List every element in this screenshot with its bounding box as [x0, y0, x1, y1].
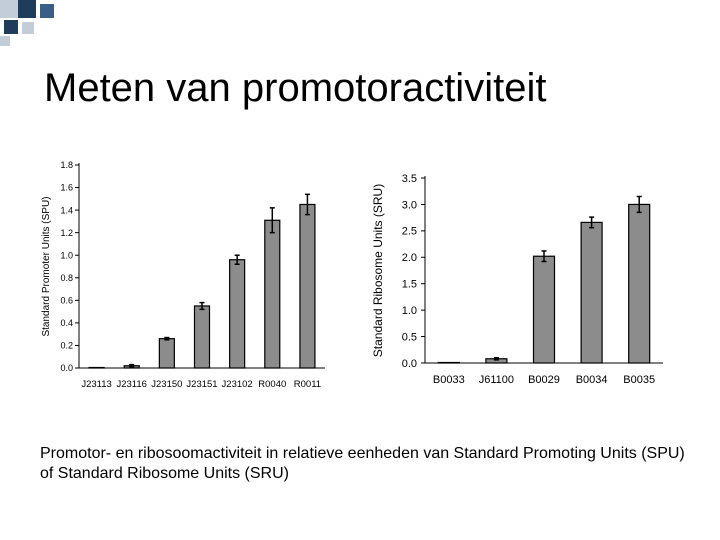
- bar: [229, 259, 246, 369]
- decoration-square: [4, 20, 18, 34]
- bar: [264, 219, 281, 369]
- slide-caption: Promotor- en ribosoomactiviteit in relat…: [40, 445, 685, 482]
- bar: [299, 203, 316, 369]
- y-tick-label: 1.0: [402, 305, 417, 317]
- y-tick-label: 0.4: [60, 318, 73, 328]
- x-tick-label: J23113: [81, 379, 111, 390]
- x-tick-label: J61100: [479, 374, 514, 386]
- y-tick-label: 0.8: [60, 273, 73, 283]
- decoration-square: [0, 0, 18, 18]
- bar: [628, 203, 651, 364]
- y-tick-label: 1.5: [402, 279, 417, 291]
- decoration-square: [18, 0, 36, 18]
- y-tick-label: 3.0: [402, 199, 417, 211]
- y-axis-label: Standard Promoter Units (SPU): [41, 196, 52, 336]
- x-tick-label: B0034: [576, 374, 608, 386]
- x-tick-label: J23102: [222, 379, 253, 390]
- x-tick-label: R0040: [258, 379, 286, 390]
- y-tick-label: 0.2: [60, 341, 73, 351]
- x-tick-label: J23116: [116, 379, 146, 390]
- y-tick-label: 1.2: [60, 228, 73, 238]
- y-tick-label: 2.5: [402, 226, 417, 238]
- y-tick-label: 2.0: [402, 252, 417, 264]
- y-tick-label: 0.0: [402, 358, 417, 370]
- y-tick-label: 1.0: [60, 250, 73, 260]
- x-tick-label: J23151: [186, 379, 217, 390]
- x-tick-label: J23150: [151, 379, 182, 390]
- bar: [193, 305, 211, 369]
- x-tick-label: B0035: [623, 374, 655, 386]
- slide-title: Meten van promotoractiviteit: [44, 66, 547, 110]
- y-tick-label: 0.0: [60, 363, 73, 373]
- y-axis-label: Standard Ribosome Units (SRU): [371, 184, 385, 357]
- x-tick-label: B0033: [433, 374, 465, 386]
- x-tick-label: R0011: [294, 379, 321, 390]
- y-tick-label: 3.5: [402, 173, 417, 185]
- bar: [88, 366, 105, 369]
- y-tick-label: 0.5: [402, 331, 417, 343]
- x-tick-label: B0029: [528, 374, 560, 386]
- decoration-square: [0, 36, 10, 46]
- bar: [580, 221, 603, 364]
- bar: [437, 361, 460, 364]
- y-tick-label: 0.6: [60, 295, 73, 305]
- y-tick-label: 1.6: [60, 183, 73, 193]
- decoration-square: [40, 4, 54, 18]
- y-tick-label: 1.8: [60, 160, 73, 170]
- bar: [532, 255, 556, 364]
- y-tick-label: 1.4: [60, 205, 73, 215]
- bar: [158, 338, 175, 369]
- decoration-square: [22, 22, 34, 34]
